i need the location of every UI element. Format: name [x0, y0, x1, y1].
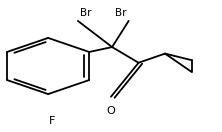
Text: Br: Br [115, 8, 127, 18]
Text: F: F [49, 116, 56, 126]
Text: O: O [107, 106, 115, 116]
Text: Br: Br [80, 8, 91, 18]
